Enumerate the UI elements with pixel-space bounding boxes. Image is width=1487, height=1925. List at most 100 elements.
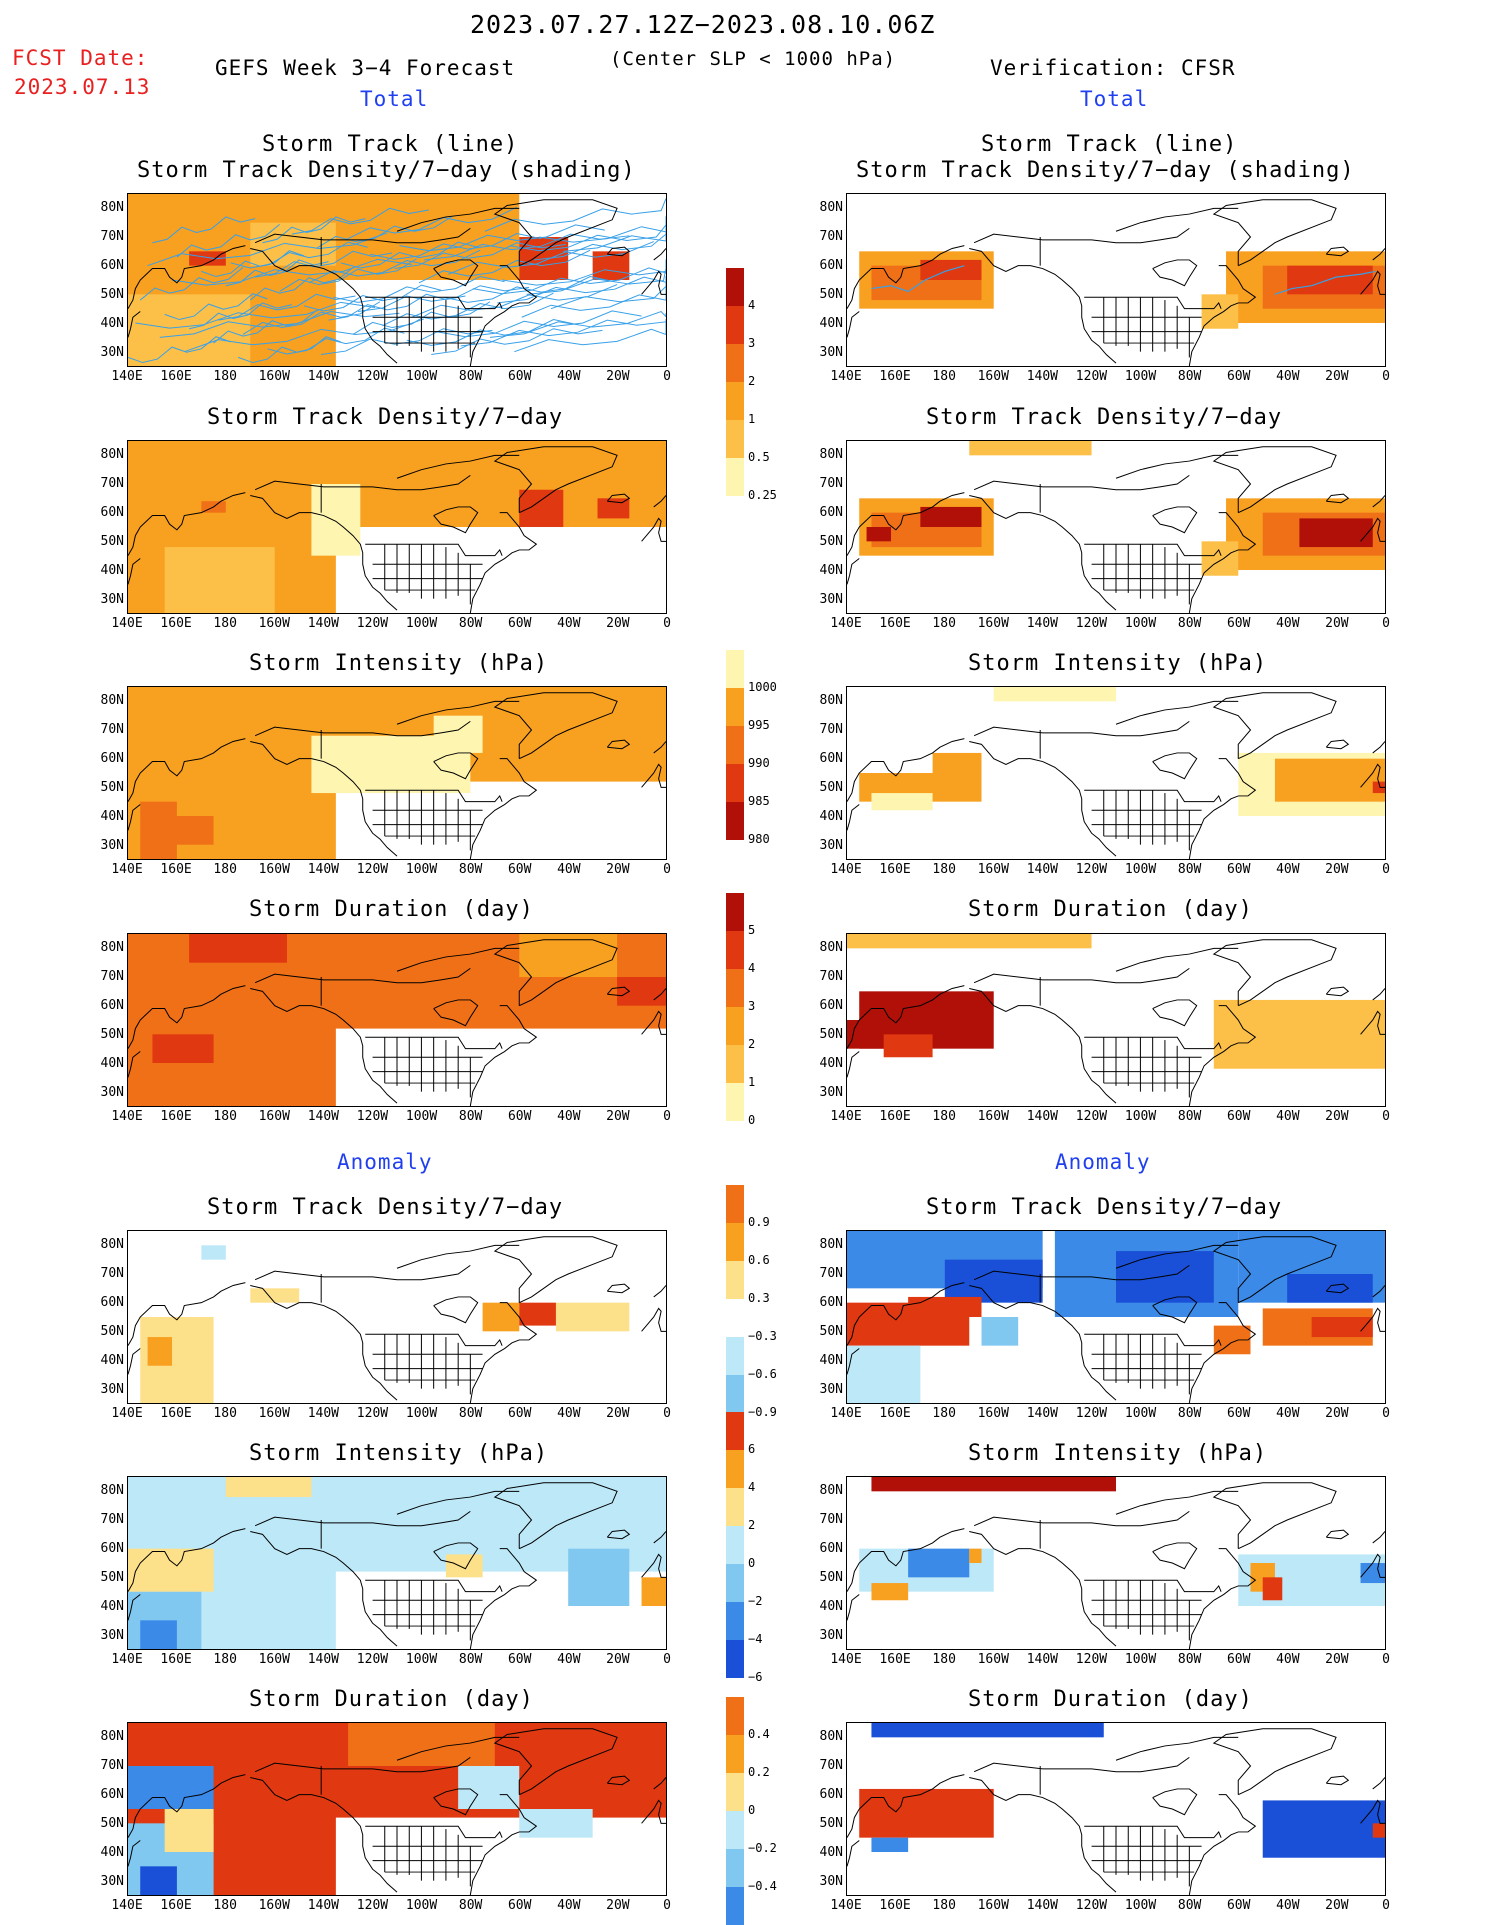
lon-tick-label: 140W bbox=[307, 862, 340, 877]
colorbar-tick-label: 1 bbox=[748, 1075, 756, 1089]
lon-tick-label: 140W bbox=[1026, 862, 1059, 877]
section-anomaly-left: Anomaly bbox=[337, 1150, 433, 1174]
coastline bbox=[1115, 700, 1239, 725]
lon-tick-label: 20W bbox=[606, 1109, 630, 1124]
colorbar-tick-label: 0 bbox=[748, 1803, 756, 1817]
lon-tick-label: 20W bbox=[1325, 1406, 1349, 1421]
lon-tick-label: 100W bbox=[1124, 616, 1157, 631]
shaded-field bbox=[1262, 1577, 1283, 1601]
coastline bbox=[653, 1777, 666, 1790]
lon-tick-label: 100W bbox=[405, 616, 438, 631]
coastline bbox=[1084, 1036, 1222, 1050]
lon-tick-label: 0 bbox=[663, 616, 671, 631]
lon-tick-label: 140W bbox=[1026, 1109, 1059, 1124]
shaded-field bbox=[1262, 1800, 1385, 1858]
colorbar-segment bbox=[726, 1811, 744, 1849]
colorbar-tick-label: 2 bbox=[748, 1518, 756, 1532]
coastline bbox=[641, 1010, 666, 1035]
shaded-field bbox=[1311, 1317, 1373, 1338]
map-panel-left-1 bbox=[127, 440, 667, 614]
lon-tick-label: 60W bbox=[1226, 1406, 1251, 1421]
lat-tick-label: 30N bbox=[819, 1381, 843, 1397]
lat-tick-label: 70N bbox=[819, 968, 843, 984]
coastline bbox=[128, 1594, 141, 1621]
storm-track-line bbox=[152, 216, 256, 244]
coastline bbox=[254, 1510, 471, 1527]
colorbar-tick-label: 4 bbox=[748, 961, 756, 975]
lon-tick-label: 180 bbox=[932, 369, 956, 384]
title-track-line-left: Storm Track (line) bbox=[262, 132, 519, 157]
lon-tick-label: 160W bbox=[258, 369, 290, 384]
lon-tick-label: 20W bbox=[606, 1898, 630, 1913]
colorbar-tick-label: −0.4 bbox=[748, 1879, 777, 1893]
lat-tick-label: 50N bbox=[100, 1569, 124, 1585]
lon-tick-label: 120W bbox=[1075, 862, 1108, 877]
lon-tick-label: 120W bbox=[356, 862, 389, 877]
colorbar-tick-label: 0 bbox=[748, 1556, 756, 1570]
lon-tick-label: 180 bbox=[213, 1109, 237, 1124]
lon-tick-label: 60W bbox=[1226, 616, 1251, 631]
lon-tick-label: 180 bbox=[213, 369, 237, 384]
coastline bbox=[128, 1348, 141, 1375]
lon-tick-label: 140W bbox=[1026, 616, 1059, 631]
shaded-field bbox=[189, 251, 226, 266]
coastline bbox=[365, 789, 503, 803]
storm-track-line bbox=[369, 233, 542, 260]
lon-tick-label: 160W bbox=[258, 1109, 290, 1124]
coastline bbox=[469, 758, 538, 859]
storm-track-line bbox=[164, 293, 268, 321]
colorbar-intensity-total bbox=[726, 650, 744, 840]
colorbar-tick-label: −4 bbox=[748, 1632, 763, 1646]
title-density-anom-right: Storm Track Density/7−day bbox=[926, 1195, 1283, 1220]
colorbar-tick-label: 1000 bbox=[748, 680, 777, 694]
lon-tick-label: 160W bbox=[977, 1898, 1009, 1913]
shaded-field bbox=[969, 441, 1092, 456]
shaded-field bbox=[335, 1028, 666, 1106]
storm-track-line bbox=[262, 216, 366, 244]
lon-tick-label: 140E bbox=[111, 862, 143, 877]
colorbar-tick-label: 0.25 bbox=[748, 488, 777, 502]
storm-track-line bbox=[431, 328, 603, 356]
shaded-field bbox=[128, 294, 251, 366]
lon-tick-label: 140E bbox=[111, 616, 143, 631]
lat-tick-label: 80N bbox=[819, 1236, 843, 1252]
coastline bbox=[493, 199, 618, 267]
lon-tick-label: 40W bbox=[1276, 369, 1300, 384]
colorbar-duration-anom bbox=[726, 1697, 744, 1925]
storm-track-line bbox=[279, 258, 417, 292]
shaded-field bbox=[335, 1817, 666, 1895]
storm-track-line bbox=[423, 233, 630, 261]
lat-tick-label: 40N bbox=[819, 808, 843, 824]
lon-tick-label: 20W bbox=[606, 369, 630, 384]
lon-tick-label: 180 bbox=[213, 1406, 237, 1421]
lat-tick-label: 60N bbox=[819, 504, 843, 520]
coastline bbox=[1152, 259, 1198, 287]
lon-tick-label: 180 bbox=[932, 862, 956, 877]
shaded-field bbox=[1274, 758, 1385, 802]
shaded-field bbox=[871, 793, 933, 811]
lon-tick-label: 80W bbox=[458, 1898, 483, 1913]
coastline bbox=[641, 1799, 666, 1824]
lon-tick-label: 140W bbox=[1026, 1652, 1059, 1667]
coastline bbox=[606, 1775, 631, 1786]
lon-tick-label: 140W bbox=[1026, 1898, 1059, 1913]
coastline bbox=[847, 985, 965, 1049]
lon-tick-label: 120W bbox=[356, 1898, 389, 1913]
storm-track-line bbox=[147, 232, 388, 267]
lat-tick-label: 50N bbox=[819, 1323, 843, 1339]
lat-tick-label: 40N bbox=[100, 1352, 124, 1368]
colorbar-tick-label: 3 bbox=[748, 999, 756, 1013]
coastline bbox=[128, 558, 141, 585]
fcst-date-label: FCST Date: bbox=[12, 46, 149, 70]
coastline bbox=[973, 1264, 1190, 1281]
lon-tick-label: 60W bbox=[1226, 369, 1251, 384]
storm-track-line bbox=[533, 233, 666, 261]
storm-track-line bbox=[443, 276, 615, 303]
lat-tick-label: 60N bbox=[100, 750, 124, 766]
lon-tick-label: 80W bbox=[1177, 1652, 1202, 1667]
colorbar-segment bbox=[726, 1488, 744, 1526]
lon-tick-label: 140W bbox=[1026, 1406, 1059, 1421]
lon-tick-label: 0 bbox=[1382, 1109, 1390, 1124]
coastline bbox=[1360, 1307, 1385, 1332]
title-track-line-right: Storm Track (line) bbox=[981, 132, 1238, 157]
